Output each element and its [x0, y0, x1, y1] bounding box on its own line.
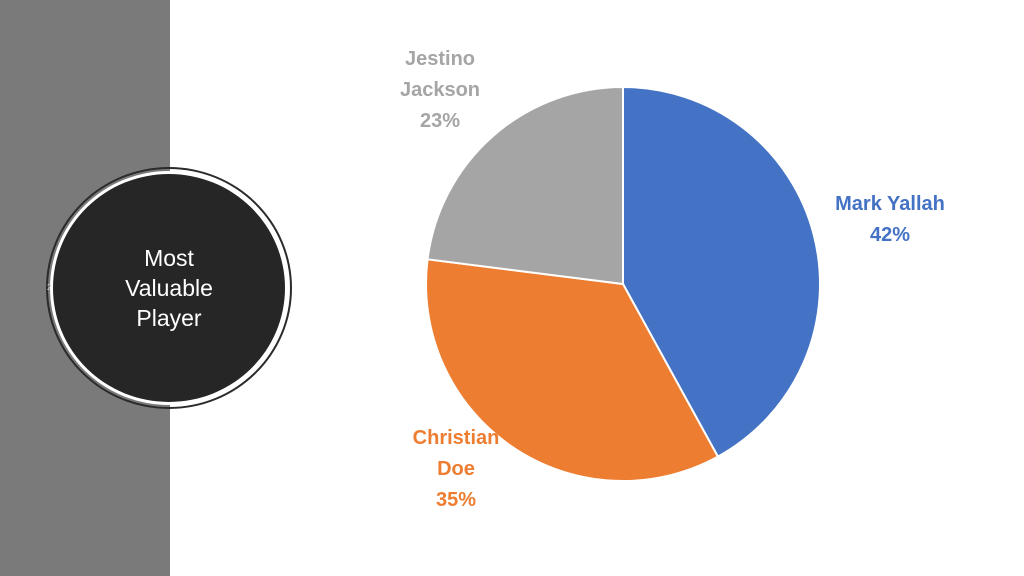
slice-label-christian-doe: Christian Doe 35%: [413, 427, 500, 511]
badge-ring: [46, 167, 292, 409]
slice-label-line: 42%: [870, 224, 910, 246]
page-number: 2: [47, 283, 52, 292]
pie-slice-mark-yallah: [622, 85, 821, 458]
pie-slice-jestino-jackson: [426, 85, 624, 286]
slide-title: Most Valuable Player: [125, 245, 213, 331]
title-badge: Most Valuable Player: [50, 171, 288, 405]
slice-label-jestino-jackson: Jestino Jackson 23%: [400, 48, 480, 132]
slice-label-line: Christian: [413, 427, 500, 449]
slice-label-line: 23%: [420, 110, 460, 132]
slice-label-line: Jackson: [400, 79, 480, 101]
slice-label-line: 35%: [436, 489, 476, 511]
pie-slice-christian-doe: [425, 258, 720, 482]
slice-label-line: Mark Yallah: [835, 193, 945, 215]
slice-label-line: Jestino: [405, 48, 475, 70]
slice-label-mark-yallah: Mark Yallah 42%: [835, 193, 945, 246]
slice-label-line: Doe: [437, 458, 475, 480]
